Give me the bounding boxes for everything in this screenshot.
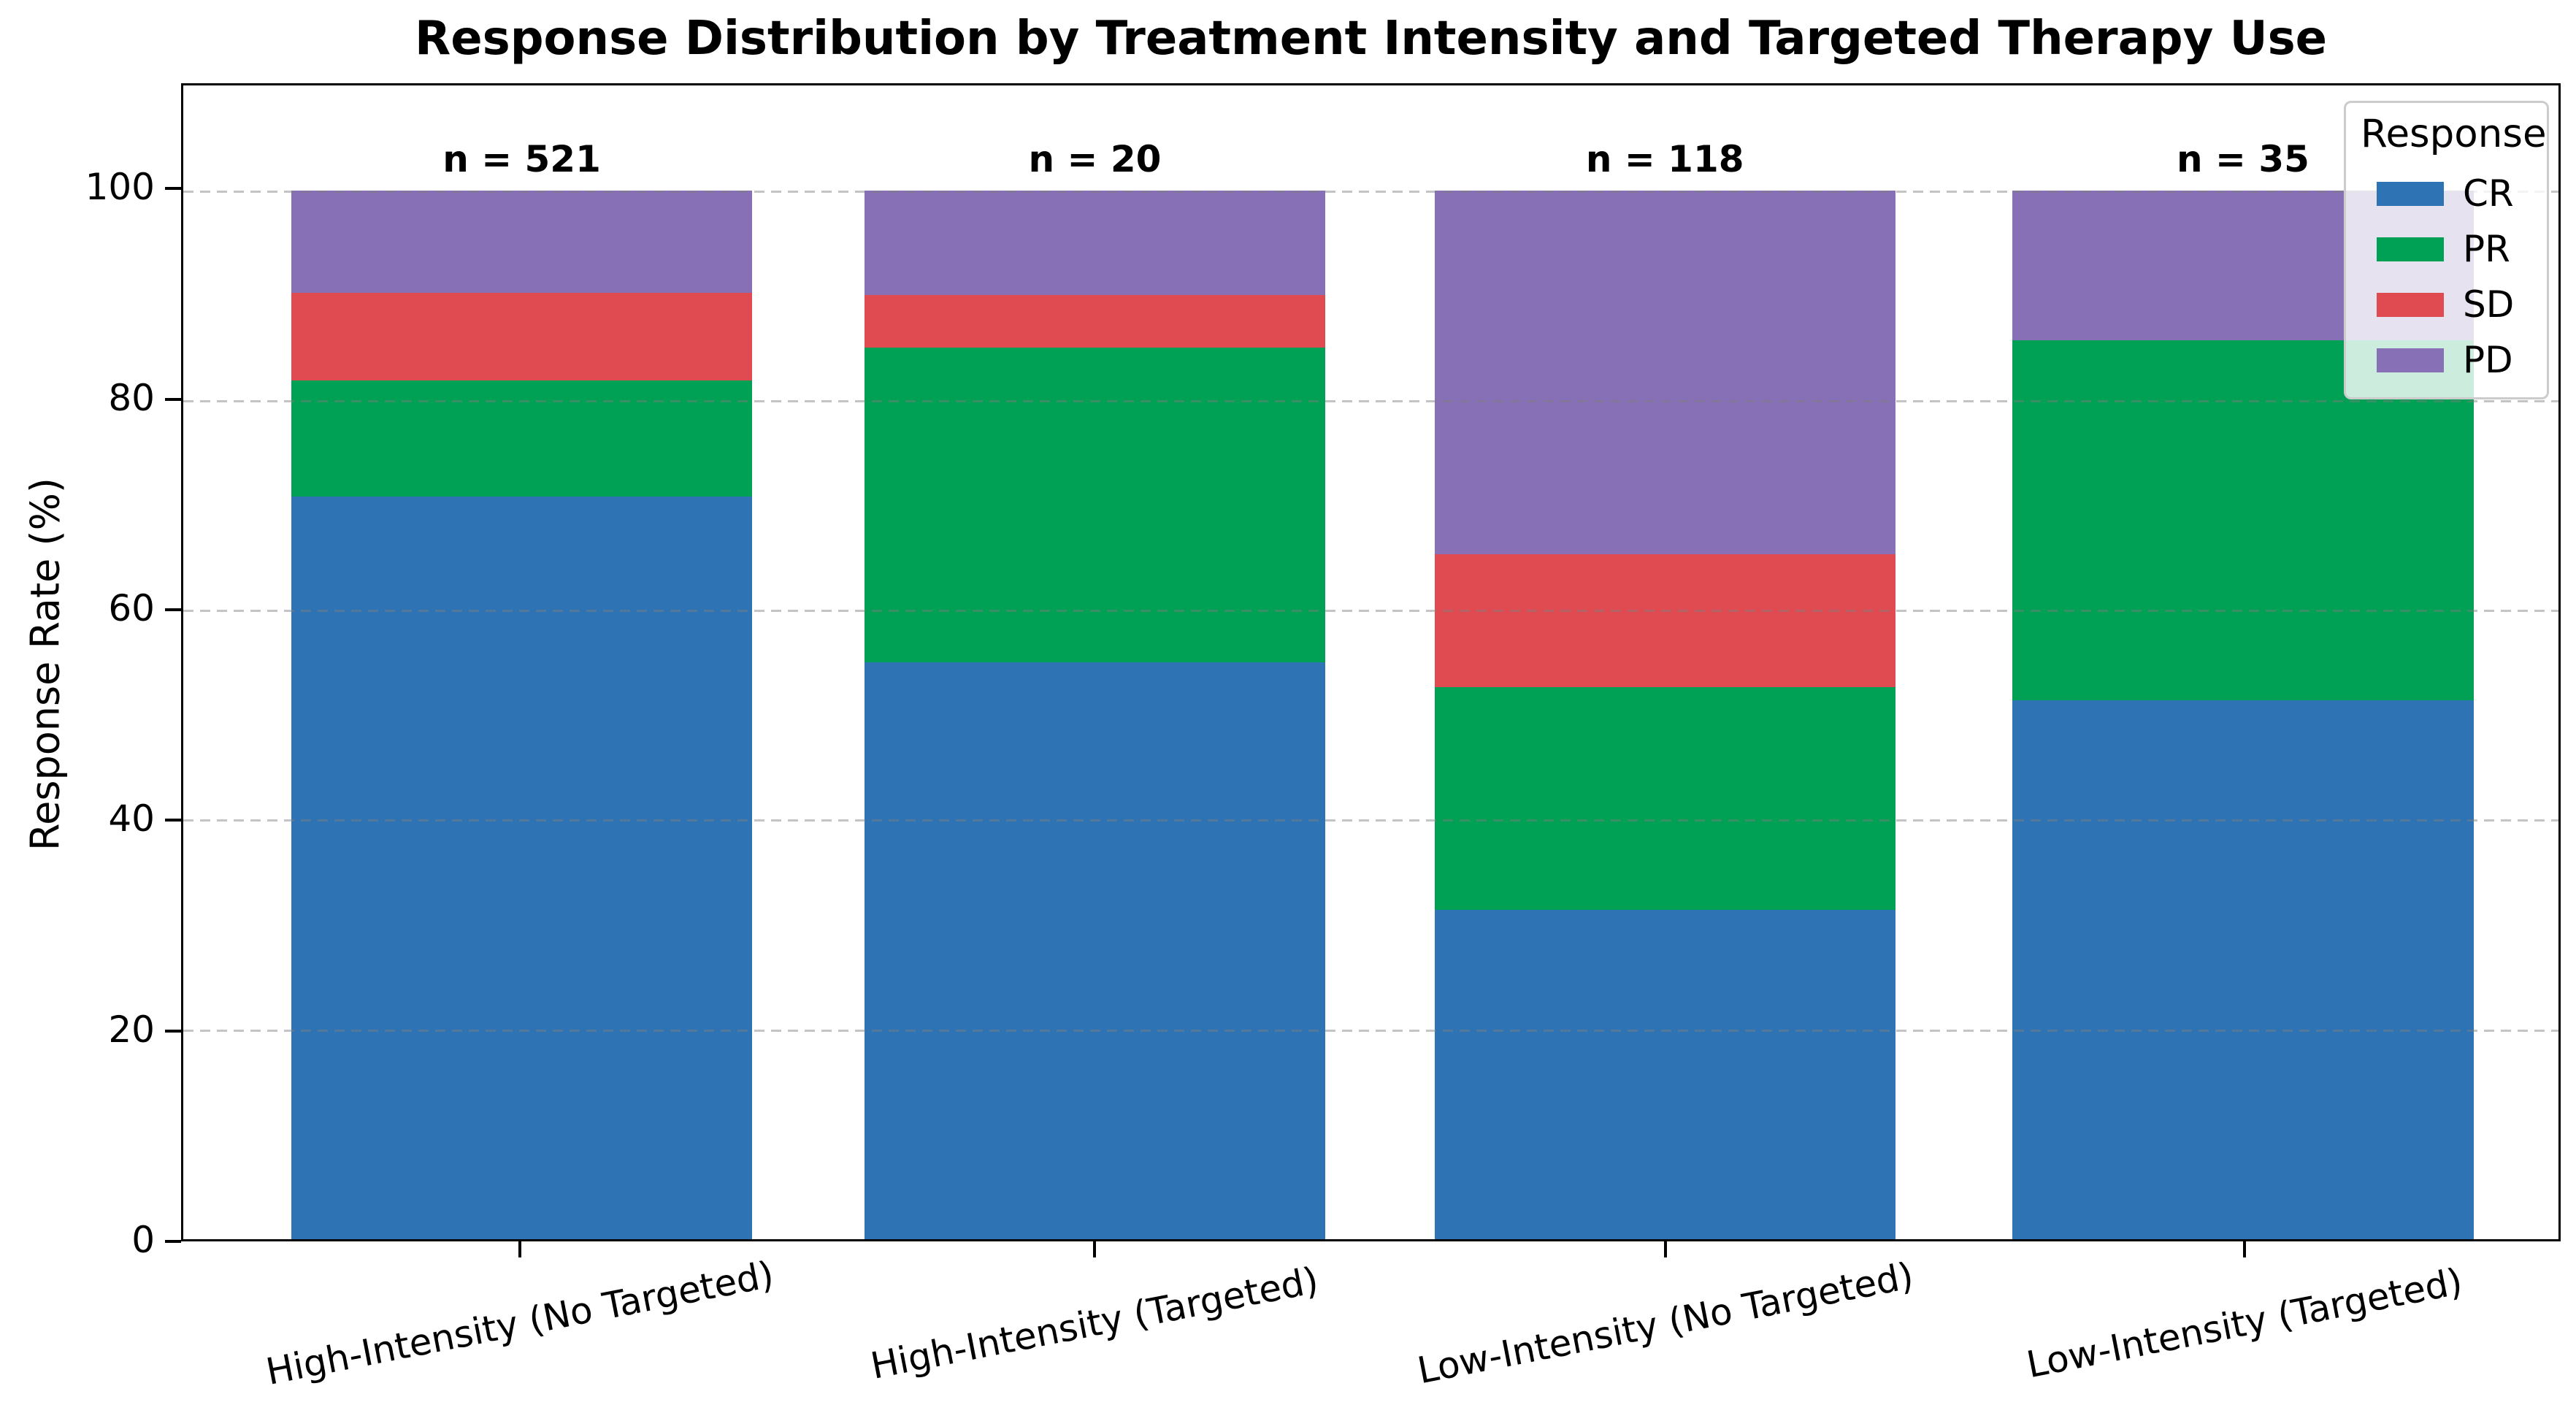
y-tick-label-0: 0: [131, 1219, 155, 1261]
bar-segment-sd-3: [1434, 554, 1895, 688]
x-tick-mark-3: [1663, 1241, 1667, 1257]
legend-item-pr: PR: [2361, 231, 2532, 267]
y-tick-mark-60: [165, 608, 181, 611]
legend-item-cr: CR: [2361, 175, 2532, 212]
bar-segment-pr-2: [864, 348, 1326, 662]
legend-title: Response: [2361, 112, 2547, 156]
x-tick-label-4: Low-Intensity (Targeted): [2023, 1260, 2466, 1387]
legend-item-sd: SD: [2361, 286, 2532, 323]
y-tick-label-60: 60: [108, 586, 155, 629]
bar-segment-sd-1: [291, 293, 753, 380]
bar-segment-cr-1: [291, 497, 753, 1239]
x-tick-mark-2: [1092, 1241, 1096, 1257]
legend-swatch-cr: [2377, 181, 2444, 206]
y-tick-label-80: 80: [108, 376, 155, 419]
bar-segment-pd-3: [1434, 190, 1895, 555]
legend-swatch-pd: [2377, 348, 2444, 372]
y-tick-mark-20: [165, 1029, 181, 1033]
y-tick-mark-40: [165, 819, 181, 822]
bar-segment-cr-3: [1434, 909, 1895, 1239]
y-tick-mark-100: [165, 187, 181, 191]
legend-items: CR PR SD PD: [2361, 175, 2532, 378]
legend-swatch-pr: [2377, 237, 2444, 261]
legend-swatch-sd: [2377, 292, 2444, 317]
bar-segment-pr-4: [2012, 340, 2474, 700]
bar-segment-pr-3: [1434, 687, 1895, 910]
bar-count-label-3: n = 118: [1585, 137, 1744, 180]
bar-segment-sd-2: [864, 295, 1326, 348]
legend-item-label-sd: SD: [2463, 283, 2515, 326]
legend: Response CR PR SD PD: [2344, 101, 2549, 399]
y-tick-mark-80: [165, 397, 181, 401]
bar-segment-pr-1: [291, 380, 753, 497]
x-tick-mark-4: [2243, 1241, 2247, 1257]
bar-segment-cr-2: [864, 662, 1326, 1239]
x-tick-label-3: Low-Intensity (No Targeted): [1414, 1254, 1917, 1393]
bar-count-label-2: n = 20: [1028, 137, 1162, 180]
plot-area: n = 521 n = 20 n = 118 n = 35: [181, 83, 2561, 1241]
legend-item-pd: PD: [2361, 342, 2532, 378]
y-tick-mark-0: [165, 1240, 181, 1243]
y-tick-label-100: 100: [85, 166, 155, 209]
legend-item-label-pd: PD: [2463, 339, 2513, 381]
x-tick-label-2: High-Intensity (Targeted): [867, 1259, 1322, 1387]
x-tick-label-1: High-Intensity (No Targeted): [263, 1253, 778, 1393]
legend-item-label-cr: CR: [2463, 172, 2514, 215]
bar-count-label-1: n = 521: [442, 137, 601, 180]
bar-segment-pd-2: [864, 190, 1326, 296]
bar-count-label-4: n = 35: [2177, 137, 2309, 180]
bar-segment-cr-4: [2012, 700, 2474, 1239]
legend-item-label-pr: PR: [2463, 228, 2510, 270]
y-tick-label-20: 20: [108, 1008, 155, 1051]
bar-segment-pd-1: [291, 190, 753, 294]
chart-title: Response Distribution by Treatment Inten…: [414, 12, 2328, 66]
y-tick-label-40: 40: [108, 797, 155, 840]
x-tick-mark-1: [518, 1241, 522, 1257]
